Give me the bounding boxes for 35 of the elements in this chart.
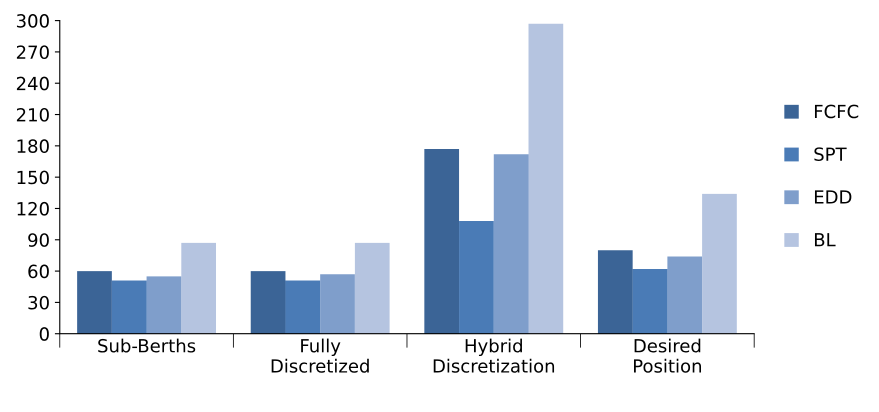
y-tick-label: 300: [16, 14, 49, 28]
legend-label: BL: [814, 233, 836, 246]
bar: [598, 250, 633, 334]
legend-label: FCFC: [814, 104, 858, 118]
bar: [146, 276, 182, 334]
bar: [459, 220, 494, 334]
y-tick-label: 30: [28, 296, 49, 310]
x-tick-label: Hybrid Discretization: [434, 338, 554, 373]
bar: [77, 271, 112, 334]
x-tick-label: Sub-Berths: [98, 338, 196, 353]
bar: [528, 24, 564, 334]
bar: [354, 242, 390, 334]
y-tick-label: 90: [28, 233, 49, 247]
bar: [320, 274, 355, 334]
y-tick-label: 60: [28, 264, 49, 278]
x-tick-label: Fully Discretized: [272, 338, 369, 373]
bar: [494, 154, 528, 334]
bar: [667, 256, 702, 334]
y-tick-label: 240: [16, 76, 49, 90]
y-tick-label: 270: [16, 45, 49, 60]
bar: [424, 148, 460, 334]
y-tick-label: 120: [18, 202, 49, 216]
y-tick-label: 0: [40, 327, 49, 341]
legend-label: EDD: [814, 190, 852, 204]
bar: [702, 194, 737, 334]
bar: [285, 280, 320, 334]
y-tick-label: 210: [16, 108, 49, 122]
legend-label: SPT: [814, 147, 847, 162]
bar: [250, 271, 286, 334]
bar: [632, 269, 668, 334]
y-tick-label: 150: [18, 170, 49, 184]
bar: [181, 242, 216, 334]
x-tick-label: Desired Position: [634, 338, 701, 373]
y-tick-label: 180: [18, 139, 49, 153]
bar: [112, 280, 147, 334]
